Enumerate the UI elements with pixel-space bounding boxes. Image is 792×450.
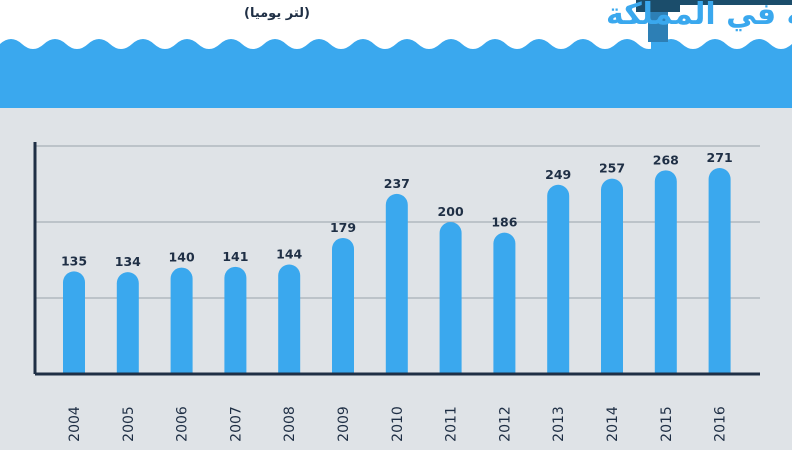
bars [63,168,731,374]
bar-2013 [547,184,570,374]
x-tick-label-2008: 2008 [282,406,298,442]
x-tick-label-2013: 2013 [551,406,567,442]
x-tick-label-2004: 2004 [67,406,83,442]
bar-2010 [385,193,408,374]
value-label-2005: 134 [115,254,141,269]
tap-spout-cap [636,0,680,12]
value-label-2006: 140 [169,250,195,265]
value-label-2012: 186 [491,215,517,230]
value-label-2016: 271 [707,150,733,165]
x-tick-label-2007: 2007 [228,406,244,442]
value-labels: 135 134 140 141 144 179 237 200 186 249 257 268 271 [61,150,733,269]
x-tick-label-2009: 2009 [336,406,352,442]
tap-spout [648,12,668,42]
bar-2011 [439,222,462,374]
bar-2015 [654,170,677,374]
water-band [0,39,792,108]
value-label-2014: 257 [599,161,625,176]
value-label-2009: 179 [330,220,356,235]
x-tick-label-2016: 2016 [713,406,729,442]
x-tick-labels: 2004 2005 2006 2007 2008 2009 2010 2011 2012 2013… [67,406,729,442]
bar-2005 [116,272,139,374]
bar-2006 [170,267,193,374]
bar-2007 [224,266,247,374]
page-title: المستهلكة في المملكة [606,0,792,32]
value-label-2007: 141 [222,249,248,264]
header-graphic: المستهلكة في المملكة (لتر يوميا) [0,0,792,108]
x-tick-label-2005: 2005 [121,406,137,442]
x-tick-label-2014: 2014 [605,406,621,442]
bar-2012 [493,232,516,374]
x-tick-label-2012: 2012 [497,406,513,442]
value-label-2011: 200 [438,204,464,219]
x-tick-label-2006: 2006 [175,406,191,442]
header-top-bar [680,0,792,5]
header-banner: المستهلكة في المملكة (لتر يوميا) [0,0,792,108]
value-label-2010: 237 [384,176,410,191]
chart-area: 135 134 140 141 144 179 237 200 186 249 257 268 271 … [0,108,792,446]
value-label-2015: 268 [653,152,679,167]
value-label-2013: 249 [545,167,571,182]
bar-2004 [63,271,85,374]
x-tick-label-2010: 2010 [390,406,406,442]
value-label-2008: 144 [276,247,302,262]
x-tick-label-2011: 2011 [444,406,460,442]
value-label-2004: 135 [61,253,87,268]
bar-2009 [332,237,354,374]
page-subtitle: (لتر يوميا) [244,6,310,21]
bar-2016 [708,168,731,374]
bar-2014 [601,178,623,374]
water-stream [651,42,665,56]
bar-2008 [278,264,301,374]
x-tick-label-2015: 2015 [659,406,675,442]
